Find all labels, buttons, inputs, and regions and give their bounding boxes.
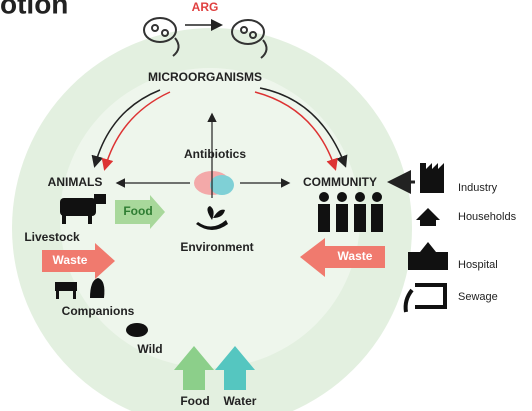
sewage-label: Sewage (458, 291, 498, 303)
industry-label: Industry (458, 182, 498, 194)
inner-circle (60, 68, 360, 368)
arg-label: ARG (192, 0, 219, 14)
animals-label: ANIMALS (48, 175, 103, 189)
industry-icon (420, 163, 444, 193)
wild-label: Wild (137, 342, 162, 356)
community-label: COMMUNITY (303, 175, 377, 189)
title-fragment: otion (0, 0, 68, 19)
waste-label: Waste (53, 253, 88, 267)
diagram: otion ARG MICROORGANISMS Antibiotics ANI… (0, 0, 532, 411)
livestock-label: Livestock (24, 230, 80, 244)
sewage-icon (406, 285, 445, 312)
hospital-label: Hospital (458, 259, 498, 271)
antibiotics-label: Antibiotics (184, 147, 246, 161)
boar-icon (126, 323, 148, 337)
hospital-icon (408, 242, 448, 270)
households-label: Households (458, 211, 517, 223)
companions-label: Companions (62, 304, 135, 318)
page: otion ARG MICROORGANISMS Antibiotics ANI… (0, 0, 532, 411)
microorganisms-label: MICROORGANISMS (148, 70, 262, 84)
environment-label: Environment (180, 240, 253, 254)
waste-label: Waste (338, 249, 373, 263)
households-icon (416, 208, 440, 226)
food-label: Food (123, 204, 152, 218)
food-bottom-label: Food (180, 394, 209, 408)
water-label: Water (224, 394, 257, 408)
